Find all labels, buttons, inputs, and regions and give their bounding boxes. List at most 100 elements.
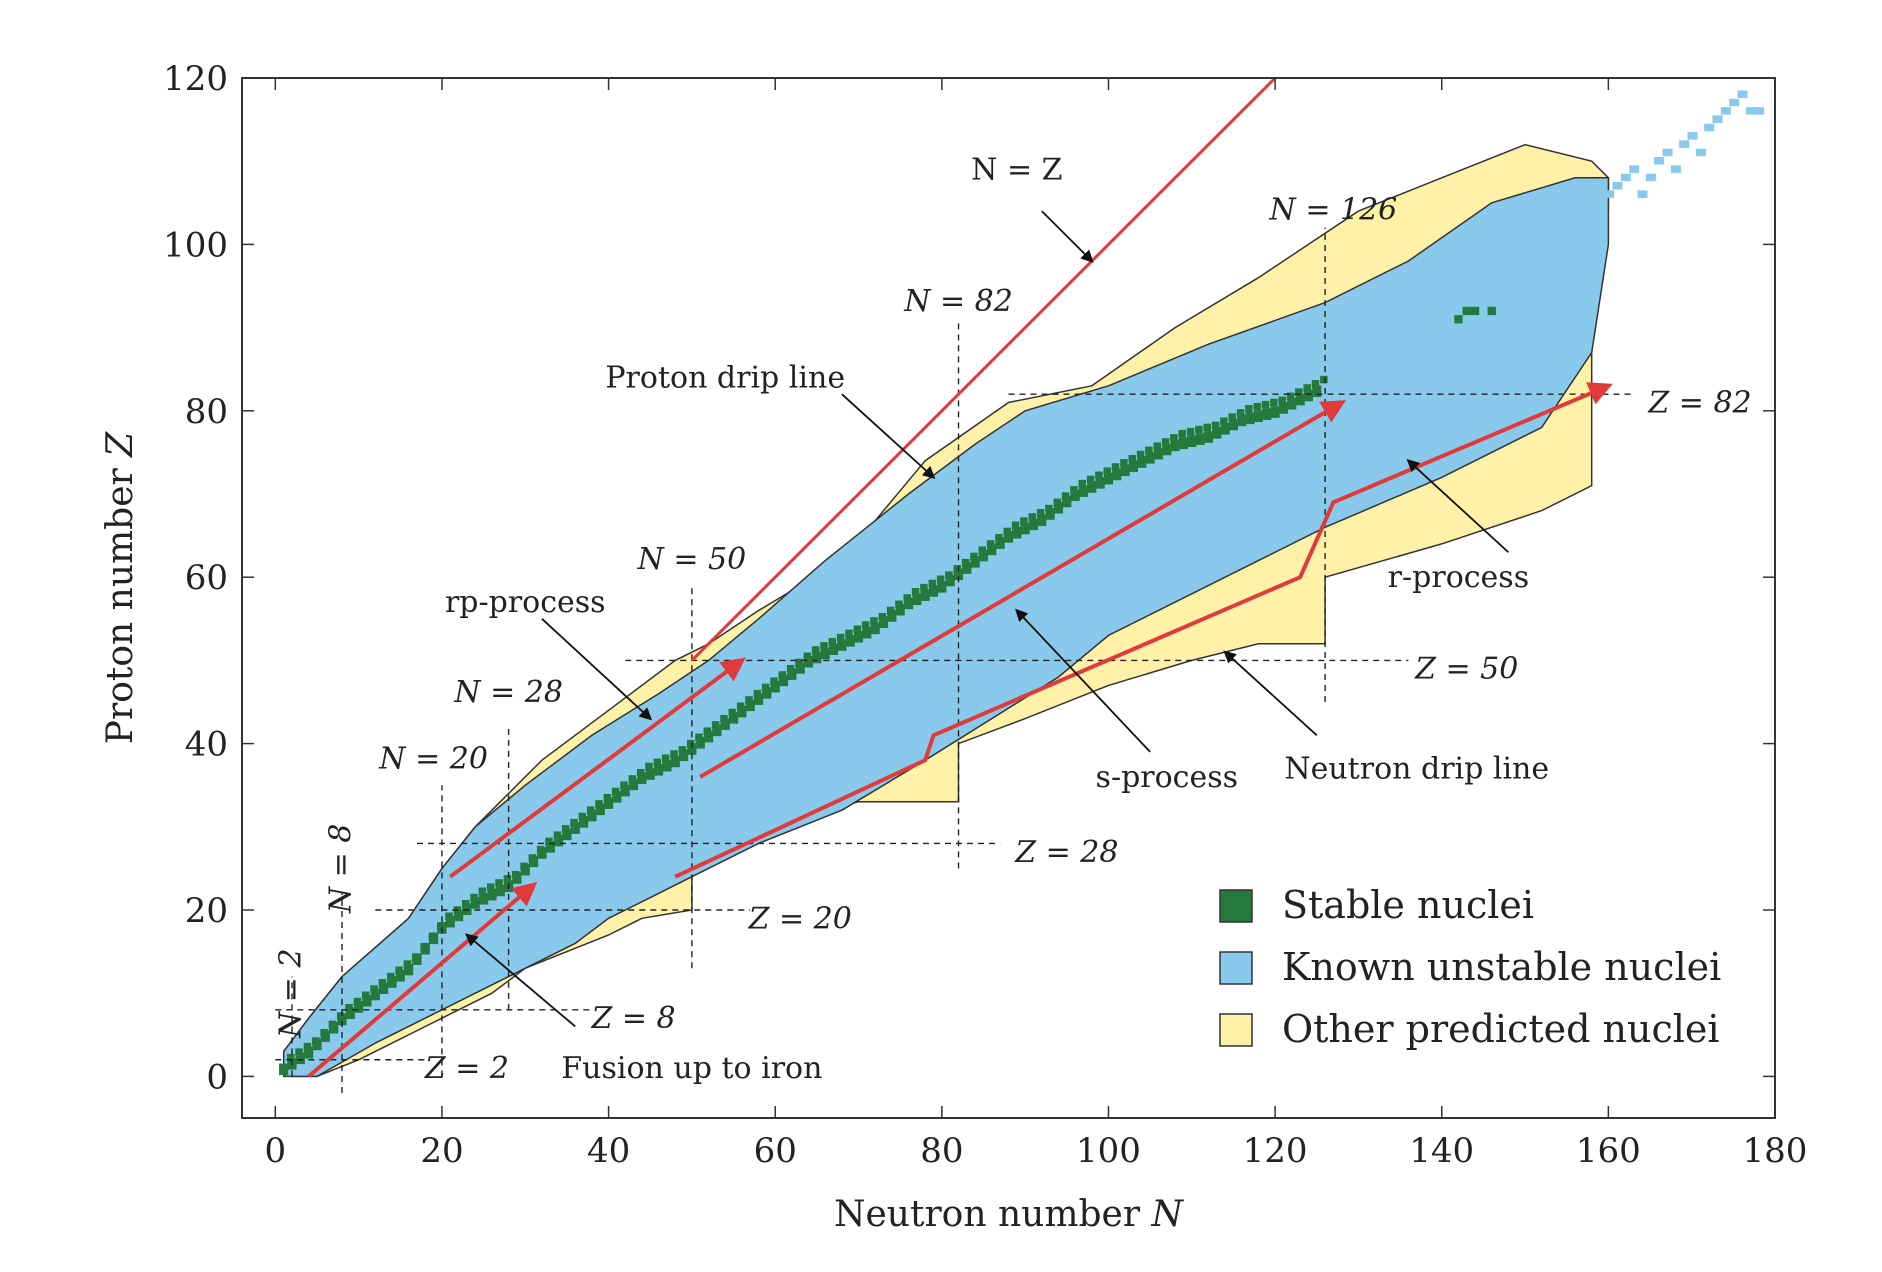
annotation-pointer-1 (841, 393, 936, 480)
stable-nucleus-cell (895, 603, 905, 616)
stable-nucleus-cell (853, 630, 864, 643)
x-axis-label: Neutron number N (834, 1194, 1185, 1235)
stable-nucleus-cell (404, 963, 414, 976)
stable-nucleus-cell (1095, 471, 1103, 480)
stable-nucleus-cell (295, 1048, 303, 1056)
stable-nucleus-cell (1470, 306, 1480, 316)
stable-nucleus-cell (870, 617, 878, 625)
stable-nucleus-cell (803, 655, 814, 668)
stable-nucleus-cell (828, 637, 837, 646)
stable-nucleus-cell (1262, 408, 1272, 420)
magic-label-z-28: Z = 28 (1014, 835, 1118, 870)
stable-nucleus-cell (1087, 481, 1097, 493)
process-arrow-r-low (674, 382, 1613, 879)
stable-nucleus-cell (887, 610, 897, 622)
x-tick-label: 20 (420, 1131, 463, 1171)
stable-nucleus-cell (1454, 315, 1463, 324)
stable-nucleus-cell (495, 884, 505, 897)
x-tick-label: 40 (587, 1131, 630, 1171)
stable-nucleus-cell (661, 754, 670, 762)
process-arrow-rp (449, 657, 746, 879)
stable-nucleus-cell (712, 724, 722, 737)
annotation-label-6: Fusion up to iron (561, 1051, 822, 1086)
stable-nucleus-cell (745, 699, 755, 712)
stable-nucleus-cell (520, 863, 530, 876)
stable-nucleus-cell (1303, 389, 1314, 402)
stable-nucleus-cell (1312, 385, 1322, 398)
magic-label-n-2: N = 2 (273, 948, 308, 1039)
stable-nucleus-cell (1270, 406, 1280, 418)
y-tick-label: 60 (185, 558, 228, 598)
legend-label-predicted: Other predicted nuclei (1282, 1007, 1720, 1051)
stable-nucleus-cell (420, 942, 430, 955)
stable-nucleus-cell (1003, 531, 1014, 543)
stable-nucleus-cell (645, 762, 653, 771)
stable-nucleus-cell (653, 758, 662, 767)
annotations-layer: N = Z Proton drip line rp-process s-process… (445, 153, 1549, 1087)
known-superheavy-cell (1687, 132, 1698, 140)
stable-nucleus-cell (295, 1052, 305, 1065)
stable-nucleus-cell (820, 647, 830, 660)
stable-nucleus-cell (978, 549, 989, 562)
stable-nucleus-cell (737, 705, 747, 718)
stable-nucleus-cell (870, 622, 880, 635)
stable-nucleus-cell (1161, 438, 1170, 446)
stable-nucleus-cell (861, 621, 870, 629)
stable-nucleus-cell (1037, 514, 1047, 527)
y-axis-label: Proton number Z (100, 431, 141, 744)
known-superheavy-cell (1704, 123, 1715, 132)
stable-nucleus-cell (1295, 393, 1305, 406)
stable-nucleus-cell (811, 646, 820, 654)
stable-nucleus-cell (495, 879, 503, 887)
stable-nucleus-cell (1178, 437, 1189, 450)
stable-nucleus-cell (579, 815, 589, 828)
annotation-label-5: r-process (1388, 560, 1529, 595)
x-tick-label: 60 (754, 1131, 797, 1171)
regions-layer (282, 90, 1765, 1078)
stable-nucleus-cell (936, 575, 945, 584)
known-superheavy-cell (1695, 148, 1706, 157)
stable-nucleus-cell (1011, 521, 1020, 529)
stable-nucleus-cell (1303, 384, 1311, 392)
stable-nucleus-cell (1078, 485, 1089, 497)
stable-nucleus-cell (1137, 456, 1147, 468)
magic-label-n-20: N = 20 (378, 742, 488, 777)
stable-nucleus-cell (820, 642, 828, 650)
magic-label-z-8: Z = 8 (591, 1001, 676, 1036)
stable-nucleus-cell (1020, 517, 1028, 525)
stable-nucleus-cell (1012, 526, 1022, 539)
stable-nucleus-cell (387, 976, 397, 988)
legend-swatch-predicted (1219, 1013, 1253, 1047)
stable-nucleus-cell (1145, 446, 1153, 455)
stable-nucleus-cell (928, 579, 937, 588)
stable-nucleus-cell (1220, 422, 1230, 435)
stable-nucleus-cell (354, 1001, 364, 1013)
known-superheavy-cell (1637, 190, 1648, 198)
stable-nucleus-cell (1078, 479, 1086, 488)
stable-nucleus-cell (853, 625, 862, 633)
stable-nucleus-cell (1103, 472, 1114, 485)
stable-nucleus-cell (836, 633, 845, 642)
known-superheavy-cell (1620, 173, 1631, 182)
stable-nucleus-cell (1203, 423, 1211, 432)
stable-nucleus-cell (920, 589, 930, 601)
stable-nucleus-cell (1128, 454, 1136, 463)
stable-nucleus-cell (1120, 459, 1128, 467)
magic-label-z-82: Z = 82 (1647, 385, 1751, 420)
stable-nucleus-cell (1111, 463, 1120, 471)
stable-nucleus-cell (645, 768, 655, 780)
known-superheavy-cell (1662, 148, 1673, 157)
stable-nucleus-cell (478, 887, 487, 896)
stable-nucleus-cell (529, 855, 539, 868)
stable-nucleus-cell (470, 897, 480, 909)
annotation-pointer-0 (1041, 210, 1094, 263)
stable-nucleus-cell (1103, 467, 1111, 475)
stable-nucleus-cell (720, 718, 730, 730)
stable-nucleus-cell (920, 583, 928, 592)
stable-nucleus-cell (345, 1007, 355, 1019)
stable-nucleus-cell (1145, 451, 1155, 464)
stable-nucleus-cell (1211, 421, 1220, 430)
stable-nucleus-cell (637, 772, 647, 784)
stable-nucleus-cell (987, 543, 997, 556)
magic-label-n-82: N = 82 (903, 284, 1013, 319)
